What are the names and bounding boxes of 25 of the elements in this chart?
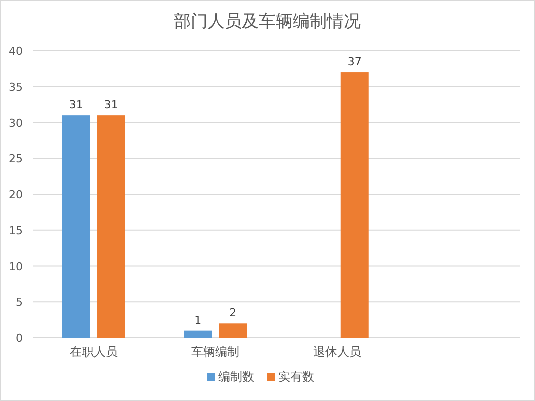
y-tick-label: 30 bbox=[9, 116, 23, 130]
data-label: 2 bbox=[230, 306, 237, 320]
data-label: 31 bbox=[69, 98, 84, 112]
y-tick-label: 35 bbox=[9, 80, 23, 94]
bar bbox=[62, 116, 90, 338]
y-tick-label: 25 bbox=[9, 152, 23, 166]
y-tick-label: 15 bbox=[9, 224, 23, 238]
legend-label: 编制数 bbox=[218, 370, 254, 384]
bar bbox=[340, 72, 369, 338]
data-label: 1 bbox=[194, 314, 202, 327]
y-tick-label: 20 bbox=[9, 188, 23, 202]
chart-title: 部门人员及车辆编制情况 bbox=[174, 12, 361, 32]
data-label: 31 bbox=[104, 98, 118, 112]
y-tick-label: 5 bbox=[16, 296, 23, 310]
bar bbox=[219, 324, 248, 338]
bar bbox=[184, 330, 212, 338]
data-label: 37 bbox=[348, 56, 362, 69]
x-tick-label: 车辆编制 bbox=[192, 345, 240, 359]
x-tick-label: 退休人员 bbox=[313, 345, 362, 359]
y-tick-label: 0 bbox=[16, 332, 23, 345]
y-tick-label: 40 bbox=[9, 45, 23, 58]
legend-label: 实有数 bbox=[278, 370, 314, 384]
bar bbox=[97, 116, 126, 338]
x-tick-label: 在职人员 bbox=[70, 345, 118, 359]
y-tick-label: 10 bbox=[9, 260, 23, 274]
